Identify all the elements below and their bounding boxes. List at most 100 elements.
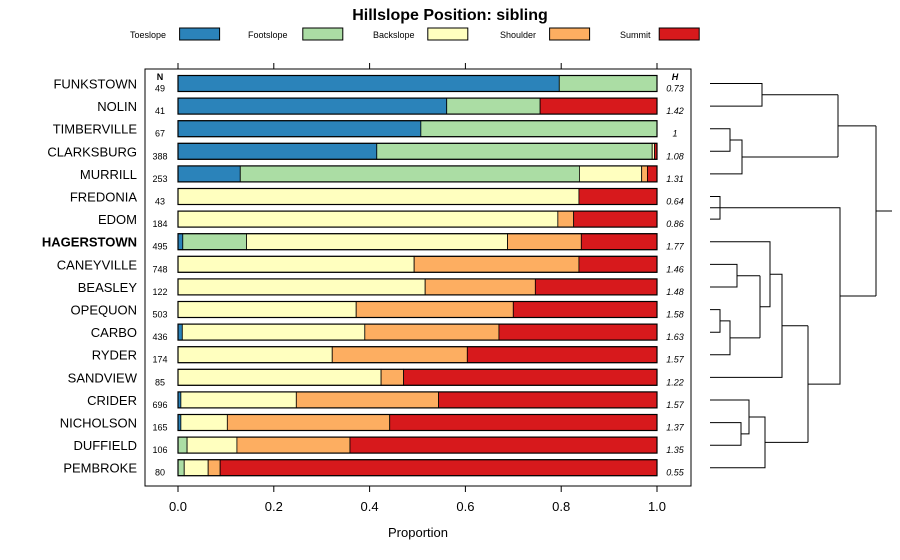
n-value: 106 [152,445,167,455]
bar-segment-shoulder [424,278,536,296]
bar-segment-footslope [239,165,580,183]
dendrogram-branch [710,241,771,308]
bar-outline [177,142,658,160]
h-value: 1.42 [666,106,684,116]
bar-segment-shoulder [413,255,580,273]
n-value: 43 [155,197,165,207]
n-value: 388 [152,151,167,161]
row-pembroke: PEMBROKE 80 0.55 [63,459,685,478]
bar-outline [177,323,658,341]
bar-segment-backslope [180,391,297,409]
bar-segment-toeslope [177,75,560,92]
x-axis-label: Proportion [388,525,448,540]
bar-segment-summit [403,368,658,386]
bar-segment-footslope [420,120,658,138]
chart-title: Hillslope Position: sibling [352,7,548,24]
category-label: NOLIN [97,99,137,114]
plot-frame [144,68,692,487]
bar-segment-footslope [177,436,188,454]
dendrogram-branch [710,416,766,469]
bar-segment-shoulder [295,391,439,409]
x-tick-label: 0.4 [361,499,379,514]
row-ryder: RYDER 174 1.57 [92,346,685,365]
bar-segment-toeslope [177,97,448,115]
bar-segment-backslope [181,323,366,341]
bar-outline [177,233,658,251]
h-value: 1.31 [666,174,684,184]
bar-segment-backslope [180,414,228,431]
category-label: RYDER [92,348,137,363]
n-value: 41 [155,106,165,116]
category-label: FREDONIA [70,190,138,205]
x-tick-label: 1.0 [648,499,666,514]
bar-segment-toeslope [177,323,183,341]
legend-label-toeslope: Toeslope [130,30,166,40]
dendrogram-branch [710,263,738,288]
bar-segment-shoulder [364,323,500,341]
n-value: 49 [155,84,165,94]
bar-segment-footslope [182,233,247,251]
bar-segment-backslope [177,188,580,205]
category-label: BEASLEY [78,280,138,295]
category-label: MURRILL [80,167,137,182]
bar-outline [177,165,658,183]
legend: Toeslope Footslope Backslope Shoulder Summit [130,27,700,41]
x-tick-label: 0.8 [552,499,570,514]
h-value: 1.22 [666,377,684,387]
bar-outline [177,187,658,206]
row-crider: CRIDER 696 1.57 [87,391,685,410]
bar-segment-summit [573,210,658,228]
bar-segment-backslope [246,233,508,251]
n-value: 85 [155,377,165,387]
legend-swatch-footslope [302,27,344,41]
bar-segment-shoulder [236,436,351,454]
legend-swatch-summit [658,27,700,41]
bar-outline [177,97,658,115]
bar-segment-backslope [579,165,643,183]
bar-segment-shoulder [380,368,405,386]
bar-outline [177,459,658,477]
bar-segment-backslope [177,255,415,273]
x-tick-label: 0.0 [169,499,187,514]
category-label: CARBO [91,325,137,340]
h-value: 0.64 [666,197,684,207]
row-beasley: BEASLEY 122 1.48 [78,278,684,297]
n-value: 67 [155,129,165,139]
bar-segment-summit [219,459,658,477]
bar-segment-footslope [376,142,653,160]
bar-segment-toeslope [177,233,184,251]
h-value: 1.08 [666,151,684,161]
bar-outline [177,278,658,296]
h-value: 1.48 [666,287,684,297]
bar-segment-summit [389,414,658,431]
category-label: NICHOLSON [60,416,137,431]
bar-segment-footslope [446,97,541,115]
row-timberville: TIMBERVILLE 67 1 [53,120,678,139]
n-value: 253 [152,174,167,184]
n-value: 495 [152,242,167,252]
row-sandview: SANDVIEW 85 1.22 [68,368,684,387]
bar-segment-shoulder [207,459,221,477]
bar-outline [177,413,658,432]
bar-rows: FUNKSTOWN 49 0.73 NOLIN 41 1.42 TIMBERVILLE 67 1… [42,74,685,478]
bar-segment-footslope [558,75,658,92]
legend-swatch-backslope [427,27,469,41]
category-label: HAGERSTOWN [42,235,137,250]
bar-outline [177,120,658,138]
x-tick-label: 0.6 [456,499,474,514]
h-value: 0.73 [666,84,684,94]
bar-segment-backslope [177,210,559,228]
h-value: 0.55 [666,468,685,478]
bar-segment-summit [349,436,658,454]
bar-segment-toeslope [177,165,241,183]
category-label: DUFFIELD [73,438,137,453]
row-murrill: MURRILL 253 1.31 [80,165,684,184]
row-nicholson: NICHOLSON 165 1.37 [60,413,685,433]
bar-segment-summit [466,346,658,364]
bar-segment-toeslope [177,142,378,160]
dendrogram [710,83,892,469]
row-clarksburg: CLARKSBURG 388 1.08 [47,142,684,161]
bar-segment-summit [498,323,658,341]
h-value: 1.35 [666,445,685,455]
